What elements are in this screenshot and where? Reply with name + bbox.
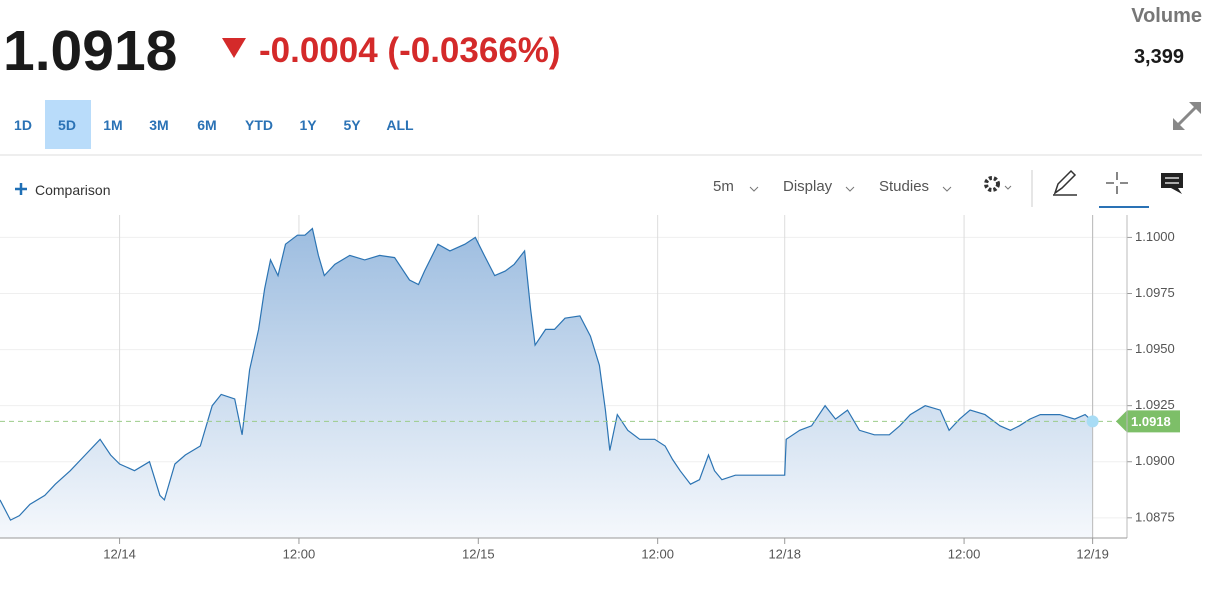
price-change: -0.0004 (-0.0366%): [259, 31, 561, 70]
draw-button[interactable]: [1053, 169, 1077, 196]
volume-label: Volume: [1131, 5, 1202, 27]
down-arrow: [222, 38, 246, 58]
y-tick-label: 1.0900: [1135, 453, 1175, 468]
range-tabs: 1D 5D 1M 3M 6M YTD 1Y 5Y ALL: [14, 117, 414, 133]
range-tab[interactable]: ALL: [386, 117, 414, 133]
range-tab[interactable]: 1D: [14, 117, 32, 133]
comment-button[interactable]: [1161, 173, 1183, 194]
x-tick-label: 12/18: [768, 546, 801, 561]
price-chart: 1.0875 1.0900 1.0925 1.0950 1.0975 1.1000 12/1…: [0, 215, 1180, 561]
last-price-tag: [1116, 410, 1180, 433]
x-tick-label: 12:00: [283, 546, 316, 561]
range-tab[interactable]: YTD: [245, 117, 273, 133]
range-tab[interactable]: 3M: [149, 117, 168, 133]
price-area: [0, 228, 1093, 538]
interval-dropdown[interactable]: 5m: [713, 178, 759, 195]
interval-label: 5m: [713, 178, 734, 195]
y-tick-label: 1.0950: [1135, 341, 1175, 356]
selected-tab-bg: [45, 100, 91, 149]
y-tick-label: 1.0925: [1135, 397, 1175, 412]
studies-label: Studies: [879, 178, 929, 195]
price-line: [0, 227, 1094, 521]
volume-value: 3,399: [1134, 46, 1184, 68]
range-tab[interactable]: 6M: [197, 117, 216, 133]
display-label: Display: [783, 178, 833, 195]
range-tab[interactable]: 5D: [58, 117, 76, 133]
y-tick-label: 1.1000: [1135, 229, 1175, 244]
y-tick-label: 1.0975: [1135, 285, 1175, 300]
price: 1.0918: [3, 19, 177, 83]
x-tick-label: 12/19: [1076, 546, 1109, 561]
crosshair-button[interactable]: [1106, 172, 1128, 194]
settings-button[interactable]: [984, 176, 1012, 192]
studies-dropdown[interactable]: Studies: [879, 178, 952, 195]
y-tick-label: 1.0875: [1135, 509, 1175, 524]
x-tick-label: 12/14: [103, 546, 136, 561]
x-tick-label: 12:00: [641, 546, 674, 561]
last-price-tag-label: 1.0918: [1131, 414, 1171, 429]
comparison-label: Comparison: [35, 182, 110, 198]
x-tick-label: 12:00: [948, 546, 981, 561]
x-tick-label: 12/15: [462, 546, 495, 561]
range-tab[interactable]: 1M: [103, 117, 122, 133]
last-point: [1086, 415, 1099, 428]
display-dropdown[interactable]: Display: [783, 178, 855, 195]
range-tab[interactable]: 1Y: [299, 117, 317, 133]
comparison-button[interactable]: Comparison: [15, 182, 110, 198]
range-tab[interactable]: 5Y: [343, 117, 361, 133]
expand-icon[interactable]: [1173, 102, 1201, 130]
